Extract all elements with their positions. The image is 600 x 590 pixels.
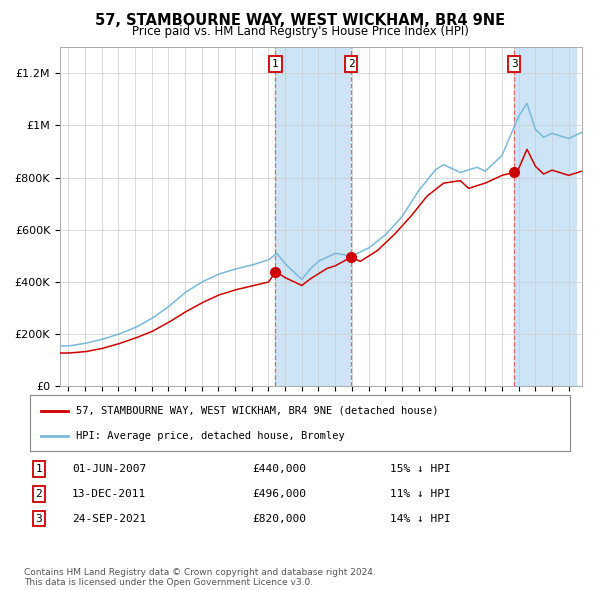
Text: 2: 2 [347,59,355,69]
Text: £496,000: £496,000 [252,489,306,499]
Text: 3: 3 [35,514,43,523]
Text: Contains HM Land Registry data © Crown copyright and database right 2024.
This d: Contains HM Land Registry data © Crown c… [24,568,376,587]
Text: 57, STAMBOURNE WAY, WEST WICKHAM, BR4 9NE: 57, STAMBOURNE WAY, WEST WICKHAM, BR4 9N… [95,13,505,28]
Text: 11% ↓ HPI: 11% ↓ HPI [390,489,451,499]
Text: HPI: Average price, detached house, Bromley: HPI: Average price, detached house, Brom… [76,431,344,441]
Text: 1: 1 [35,464,43,474]
Bar [275,47,351,386]
Text: £820,000: £820,000 [252,514,306,523]
Bar [514,47,577,386]
Text: Price paid vs. HM Land Registry's House Price Index (HPI): Price paid vs. HM Land Registry's House … [131,25,469,38]
Text: 01-JUN-2007: 01-JUN-2007 [72,464,146,474]
Text: 1: 1 [272,59,279,69]
Text: 3: 3 [511,59,517,69]
Text: 15% ↓ HPI: 15% ↓ HPI [390,464,451,474]
Text: 2: 2 [35,489,43,499]
Text: £440,000: £440,000 [252,464,306,474]
Text: 57, STAMBOURNE WAY, WEST WICKHAM, BR4 9NE (detached house): 57, STAMBOURNE WAY, WEST WICKHAM, BR4 9N… [76,406,439,416]
Text: 14% ↓ HPI: 14% ↓ HPI [390,514,451,523]
Text: 13-DEC-2011: 13-DEC-2011 [72,489,146,499]
Text: 24-SEP-2021: 24-SEP-2021 [72,514,146,523]
